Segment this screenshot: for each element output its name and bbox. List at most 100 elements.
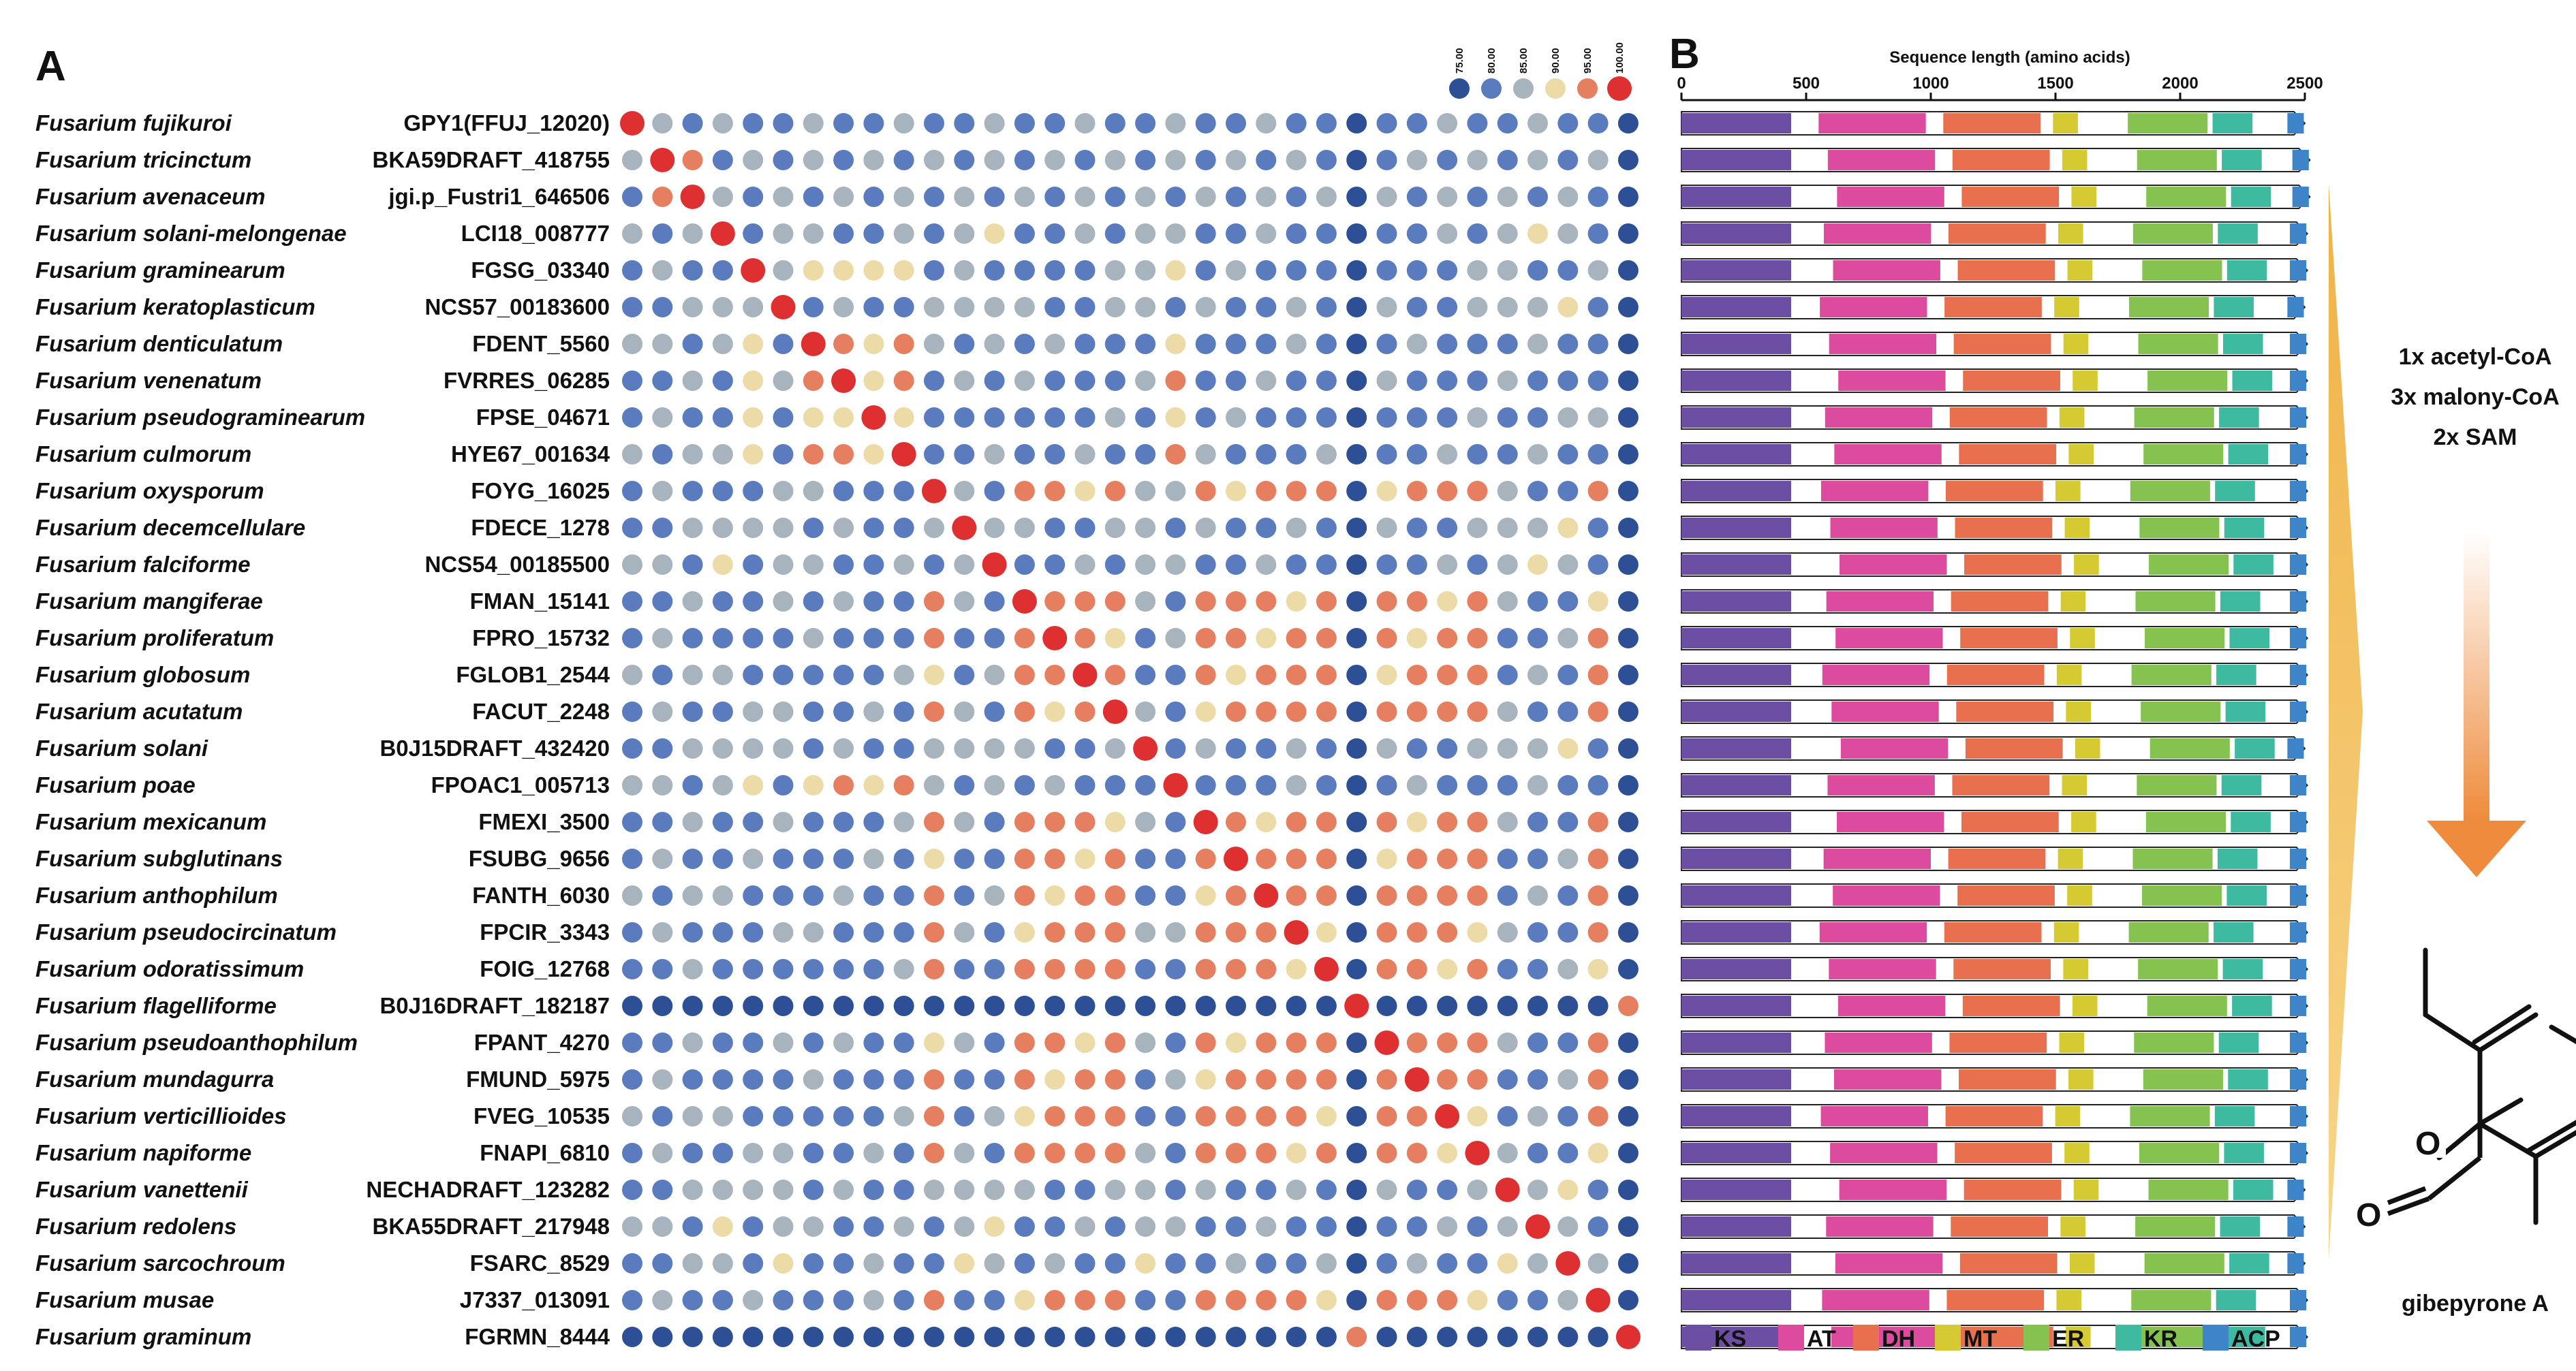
identity-cell xyxy=(1316,444,1337,464)
identity-cell xyxy=(893,959,914,979)
identity-cell xyxy=(1437,297,1458,317)
identity-cell xyxy=(1014,371,1035,391)
gene-label: FDECE_1278 xyxy=(471,515,610,540)
identity-cell xyxy=(984,922,1005,943)
identity-cell xyxy=(652,591,673,612)
domain-acp xyxy=(2290,1143,2307,1163)
domain-ks xyxy=(1681,223,1792,244)
identity-cell xyxy=(1256,260,1277,281)
domain-mt xyxy=(2062,150,2088,170)
identity-cell xyxy=(924,812,944,832)
domain-acp xyxy=(2290,591,2307,612)
identity-cell xyxy=(680,185,705,209)
identity-cell xyxy=(984,775,1005,795)
identity-cell xyxy=(743,518,764,538)
species-label: Fusarium mundagurra xyxy=(35,1067,274,1092)
identity-cell xyxy=(1104,1143,1126,1163)
identity-cell xyxy=(893,1216,914,1237)
identity-cell xyxy=(1286,775,1307,795)
identity-cell xyxy=(1497,1216,1518,1237)
identity-cell xyxy=(952,516,977,540)
identity-cell xyxy=(1226,1143,1246,1163)
identity-cell xyxy=(1467,1069,1488,1090)
domain-mt xyxy=(2063,959,2088,979)
gene-label: FPCIR_3343 xyxy=(480,919,610,945)
identity-cell xyxy=(1467,371,1488,391)
domain-dh xyxy=(1944,297,2042,317)
identity-cell xyxy=(1527,922,1548,943)
identity-cell xyxy=(1557,187,1579,207)
identity-cell xyxy=(1406,481,1427,501)
identity-cell xyxy=(712,444,733,464)
identity-cell xyxy=(1135,444,1156,464)
identity-cell xyxy=(1376,1143,1397,1163)
identity-cell xyxy=(712,334,733,354)
identity-cell xyxy=(1617,591,1639,612)
domain-architectures xyxy=(1681,111,2311,1349)
identity-cell xyxy=(1435,1104,1460,1129)
panel-b-label: B xyxy=(1669,31,1700,78)
domain-er xyxy=(2134,1033,2214,1053)
legend-value-5: 100.00 xyxy=(1614,42,1626,74)
identity-cell xyxy=(893,554,914,575)
identity-cell xyxy=(1226,444,1246,464)
identity-cell xyxy=(712,591,733,612)
identity-cell xyxy=(893,1327,914,1347)
identity-cell xyxy=(863,1327,884,1347)
identity-cell xyxy=(893,738,914,759)
identity-cell xyxy=(622,1069,642,1090)
identity-cell xyxy=(1286,481,1307,501)
identity-cell xyxy=(1074,223,1096,244)
identity-cell xyxy=(682,113,703,133)
identity-cell xyxy=(1165,444,1186,464)
identity-cell xyxy=(1074,554,1096,575)
identity-cell xyxy=(1346,150,1367,170)
species-label: Fusarium acutatum xyxy=(35,699,243,724)
domain-kr xyxy=(2231,187,2271,207)
identity-cell xyxy=(1104,996,1126,1016)
identity-cell xyxy=(1437,481,1458,501)
domain-dh xyxy=(1955,1143,2052,1163)
identity-cell xyxy=(773,1253,794,1274)
identity-cell xyxy=(622,885,642,906)
identity-cell xyxy=(924,1143,944,1163)
identity-cell xyxy=(712,959,733,979)
identity-cell xyxy=(1557,812,1579,832)
identity-cell xyxy=(863,849,884,869)
identity-cell xyxy=(1527,1180,1548,1200)
identity-cell xyxy=(1587,849,1609,869)
species-label: Fusarium graminearum xyxy=(35,257,285,283)
domain-mt xyxy=(2068,1069,2094,1090)
identity-cell xyxy=(1044,849,1066,869)
gene-label: FMEXI_3500 xyxy=(478,809,610,834)
identity-cell xyxy=(1497,1290,1518,1310)
identity-cell xyxy=(1014,665,1035,685)
identity-cell xyxy=(833,150,854,170)
identity-cell xyxy=(954,260,975,281)
identity-cell xyxy=(1527,113,1548,133)
domain-at xyxy=(1820,481,1929,501)
domain-acp xyxy=(2290,885,2307,906)
domain-at xyxy=(1823,223,1931,244)
gene-label: FOIG_12768 xyxy=(480,956,610,981)
identity-cell xyxy=(652,407,673,428)
identity-cell xyxy=(1286,1180,1307,1200)
identity-cell xyxy=(652,1033,673,1053)
species-label: Fusarium mangiferae xyxy=(35,588,263,614)
identity-cell xyxy=(652,1327,673,1347)
identity-cell xyxy=(773,554,794,575)
identity-cell xyxy=(1497,150,1518,170)
identity-cell xyxy=(743,702,764,722)
identity-cell xyxy=(1467,959,1488,979)
identity-cell xyxy=(1014,885,1035,906)
identity-cell xyxy=(924,1069,944,1090)
domain-er xyxy=(2150,738,2230,759)
identity-cell xyxy=(1135,1216,1156,1237)
identity-cell xyxy=(1527,665,1548,685)
identity-cell xyxy=(1557,1143,1579,1163)
identity-cell xyxy=(1074,591,1096,612)
domain-at xyxy=(1831,1327,1939,1347)
identity-cell xyxy=(803,1180,824,1200)
identity-cell xyxy=(1467,113,1488,133)
domain-dh xyxy=(1957,260,2055,281)
